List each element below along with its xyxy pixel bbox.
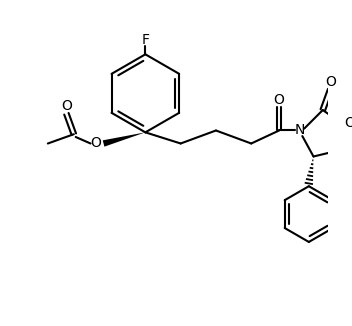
Text: O: O <box>344 116 352 130</box>
Text: O: O <box>91 137 102 151</box>
Text: O: O <box>325 75 336 89</box>
Text: N: N <box>294 124 305 138</box>
Text: F: F <box>142 33 149 47</box>
Text: O: O <box>274 93 284 107</box>
Text: O: O <box>61 99 72 113</box>
Polygon shape <box>103 132 145 147</box>
